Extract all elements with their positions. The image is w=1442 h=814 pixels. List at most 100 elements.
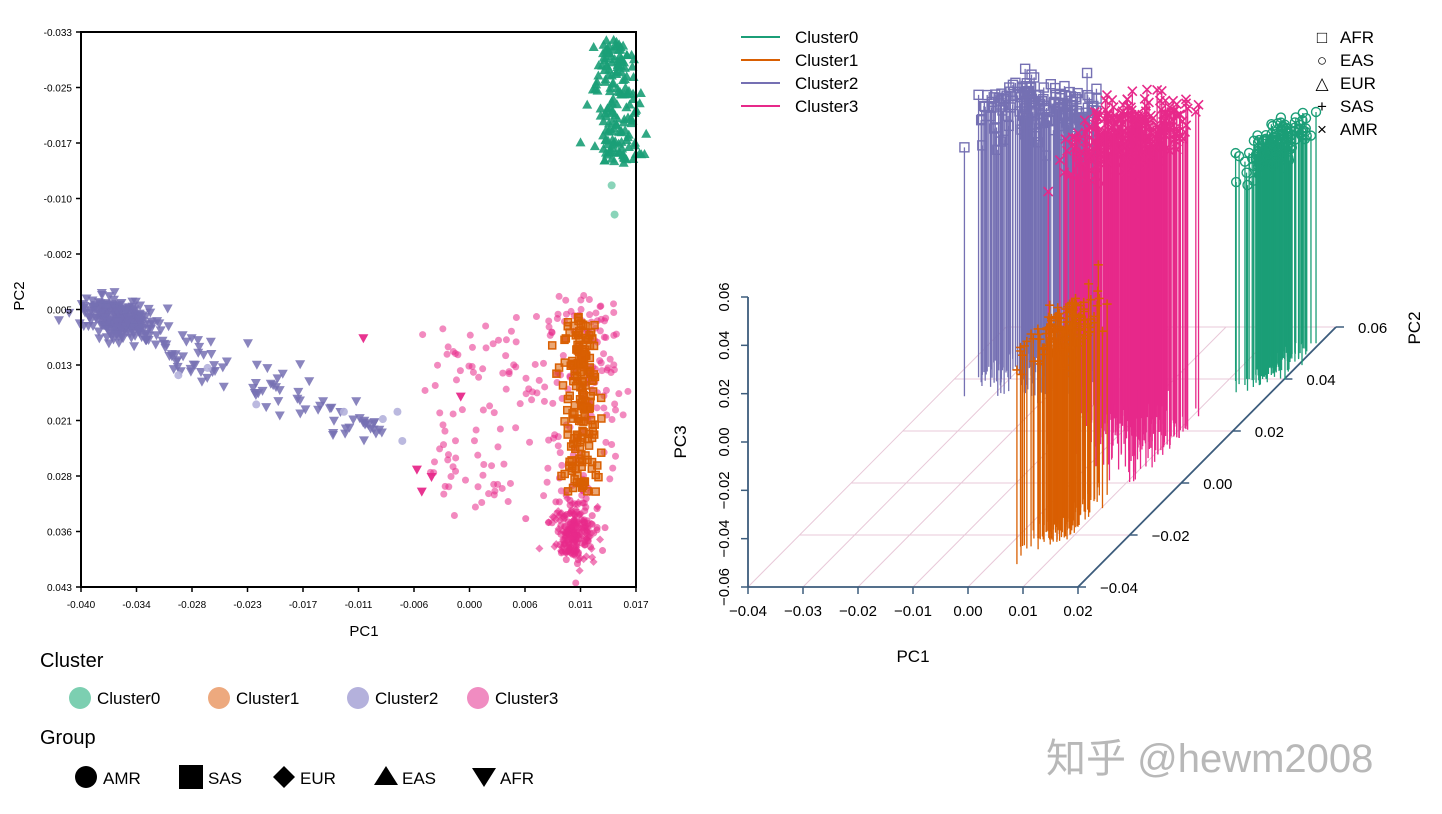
cluster0-point — [588, 41, 599, 51]
cluster3-point — [480, 461, 488, 469]
left-y-tick-label: -0.010 — [44, 195, 73, 206]
cluster2-point — [117, 334, 128, 344]
cluster1-point — [1094, 293, 1104, 303]
cluster3-point — [507, 327, 515, 335]
cluster3-point — [551, 431, 559, 439]
eur-diamond-icon — [273, 766, 295, 788]
cluster3-point — [479, 365, 487, 373]
cluster3-point — [602, 386, 610, 394]
cluster2-point — [1019, 103, 1030, 114]
cluster0-point — [603, 69, 614, 79]
z-tick-label: 0.00 — [716, 427, 733, 456]
cluster3-point — [1145, 127, 1156, 138]
cluster2-point — [274, 386, 285, 396]
cluster3-point — [482, 344, 490, 352]
cluster3-point — [612, 406, 620, 414]
cluster2-point — [221, 357, 232, 367]
cluster3-point — [577, 305, 585, 313]
right-group-legend-symbol: ○ — [1317, 51, 1327, 70]
cluster0-point — [598, 130, 609, 140]
left-y-tick-label: 0.043 — [47, 583, 72, 594]
cluster2-point — [122, 313, 133, 323]
cluster0-point — [626, 118, 637, 128]
cluster3-point — [532, 313, 540, 321]
cluster3-point — [586, 311, 594, 319]
left-x-tick-label: -0.006 — [400, 600, 429, 611]
cluster3-point — [494, 480, 502, 488]
cluster3-point — [607, 369, 615, 377]
cluster3-point — [1177, 116, 1188, 127]
cluster3-point — [444, 451, 452, 459]
cluster2-point — [109, 288, 120, 298]
cluster1-point — [583, 335, 593, 344]
cluster0-point — [626, 49, 637, 59]
cluster2-point — [168, 365, 179, 375]
cluster3-point — [498, 484, 506, 492]
cluster2-point — [186, 334, 197, 344]
cluster1-point — [567, 359, 577, 369]
left-y-tick-label: -0.017 — [44, 139, 73, 150]
cluster-legend-swatch — [347, 687, 369, 709]
right-cluster-legend-label: Cluster1 — [795, 51, 858, 70]
cluster3-point — [574, 498, 583, 507]
cluster3-point — [581, 518, 589, 526]
cluster2-point — [125, 329, 136, 339]
cluster0-point — [595, 103, 606, 113]
cluster2-point — [116, 325, 127, 335]
cluster3-point — [1143, 151, 1154, 162]
right-group-legend-symbol: × — [1317, 120, 1327, 139]
cluster3-point — [1116, 127, 1127, 138]
group-legend-label: EUR — [300, 769, 336, 788]
cluster-legend-swatch — [467, 687, 489, 709]
cluster2-point — [1081, 67, 1093, 79]
cluster2-point — [261, 403, 272, 413]
cluster3-point — [564, 536, 572, 544]
cluster2-point — [1064, 86, 1075, 98]
cluster3-point — [500, 460, 508, 468]
cluster0-point — [593, 70, 604, 80]
cluster2-point — [248, 383, 259, 393]
cluster3-point — [562, 296, 570, 304]
cluster2-point — [339, 407, 348, 416]
cluster3-point — [485, 490, 493, 498]
cluster2-point — [171, 357, 182, 367]
cluster3-point — [1120, 166, 1131, 178]
cluster1-point — [581, 345, 590, 354]
cluster3-point — [619, 411, 627, 419]
cluster3-point — [575, 535, 583, 543]
cluster0-point — [575, 137, 586, 147]
cluster2-point — [193, 348, 204, 358]
cluster3-point — [598, 367, 606, 375]
cluster3-point — [555, 292, 563, 300]
cluster3-point — [471, 503, 479, 511]
cluster3-point — [436, 409, 444, 417]
cluster2-point — [1061, 117, 1072, 128]
cluster2-point — [242, 339, 253, 349]
cluster1-point — [563, 317, 573, 327]
cluster3-point — [610, 361, 618, 369]
cluster3-point — [461, 476, 469, 484]
cluster2-point — [143, 304, 154, 314]
cluster2-point — [250, 378, 261, 388]
cluster2-point — [206, 349, 217, 359]
cluster3-point — [1102, 113, 1113, 124]
cluster0-point — [611, 99, 622, 109]
afr-down-triangle-icon — [472, 768, 496, 787]
cluster3-point — [556, 449, 564, 457]
cluster3-point — [470, 437, 478, 445]
cluster1-point — [1093, 260, 1103, 270]
cluster3-point — [1193, 99, 1204, 110]
cluster2-point — [344, 423, 355, 433]
cluster3-point — [566, 507, 575, 516]
cluster3-point — [610, 331, 618, 339]
cluster1-point — [1016, 346, 1026, 356]
cluster3-point — [525, 385, 533, 393]
left-x-tick-label: -0.017 — [289, 600, 318, 611]
left-y-tick-label: -0.002 — [44, 250, 73, 261]
cluster2-point — [94, 334, 105, 344]
cluster2-point — [79, 305, 90, 315]
cluster3-point — [468, 363, 476, 371]
cluster0-point — [621, 102, 632, 112]
cluster2-point — [376, 428, 387, 438]
cluster2-point — [1038, 82, 1049, 93]
